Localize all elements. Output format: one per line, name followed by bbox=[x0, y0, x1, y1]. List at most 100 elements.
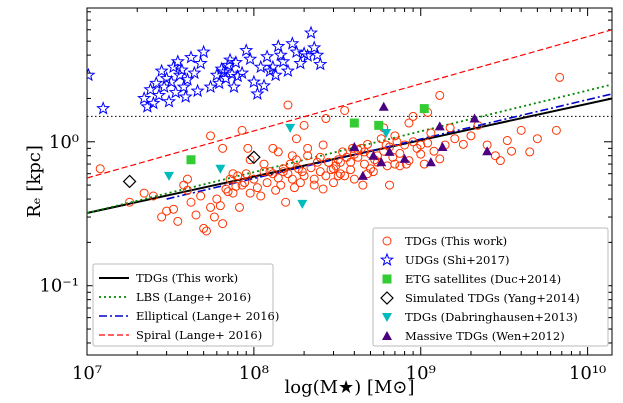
legend-marker bbox=[382, 331, 392, 340]
data-point bbox=[445, 123, 455, 133]
legend-point-label: UDGs (Shi+2017) bbox=[405, 253, 510, 267]
data-point bbox=[157, 212, 167, 222]
data-point bbox=[469, 113, 480, 123]
data-point bbox=[178, 89, 193, 103]
data-point bbox=[223, 52, 238, 66]
data-point bbox=[137, 91, 152, 105]
data-point bbox=[151, 87, 167, 102]
data-point bbox=[215, 164, 226, 174]
data-point bbox=[193, 56, 208, 70]
data-point bbox=[283, 100, 293, 110]
legend-points-box bbox=[372, 227, 609, 347]
data-point bbox=[285, 123, 296, 133]
data-point bbox=[170, 54, 185, 68]
data-point bbox=[259, 167, 269, 177]
data-point bbox=[221, 184, 231, 194]
data-point bbox=[516, 125, 526, 135]
legend-line-label: TDGs (This work) bbox=[136, 271, 238, 285]
data-point bbox=[376, 134, 386, 144]
data-point bbox=[237, 125, 247, 135]
plot-frame bbox=[86, 7, 613, 356]
data-point bbox=[349, 174, 359, 184]
legend-lines-box bbox=[92, 263, 274, 347]
data-point bbox=[164, 74, 179, 89]
data-point bbox=[233, 171, 243, 181]
legend-marker bbox=[382, 274, 392, 284]
data-point bbox=[555, 72, 565, 82]
data-point bbox=[122, 174, 137, 189]
data-point bbox=[228, 169, 238, 179]
data-point bbox=[450, 134, 460, 144]
legend-marker bbox=[380, 291, 394, 305]
data-point bbox=[385, 180, 395, 190]
data-point bbox=[252, 183, 262, 193]
data-point bbox=[191, 210, 201, 220]
data-point bbox=[190, 83, 205, 98]
data-point bbox=[318, 140, 328, 150]
data-point bbox=[96, 101, 111, 115]
legend-line-label: Spiral (Lange+ 2016) bbox=[136, 328, 262, 342]
data-point bbox=[186, 197, 196, 207]
data-point bbox=[340, 105, 350, 115]
data-point bbox=[309, 174, 319, 184]
data-point bbox=[293, 56, 308, 70]
data-point bbox=[368, 167, 378, 177]
data-point bbox=[502, 136, 512, 146]
data-point bbox=[278, 167, 288, 177]
x-tick-label: 10¹⁰ bbox=[569, 363, 606, 384]
data-point bbox=[223, 187, 233, 197]
data-point bbox=[315, 167, 325, 177]
x-tick-label: 10⁷ bbox=[72, 363, 102, 384]
data-point bbox=[346, 165, 356, 175]
data-point bbox=[196, 191, 206, 201]
x-tick-label: 10⁸ bbox=[239, 363, 269, 384]
data-point bbox=[209, 212, 219, 222]
data-point bbox=[196, 44, 211, 59]
data-point bbox=[408, 137, 418, 147]
data-point bbox=[278, 164, 288, 174]
data-point bbox=[276, 180, 286, 190]
data-point bbox=[163, 171, 174, 181]
data-point bbox=[168, 85, 183, 99]
data-point bbox=[289, 44, 304, 59]
data-point bbox=[349, 118, 359, 128]
data-point bbox=[146, 95, 161, 110]
data-point bbox=[260, 49, 275, 63]
data-point bbox=[218, 219, 228, 229]
data-point bbox=[235, 65, 250, 80]
y-tick-label: 10⁻¹ bbox=[39, 276, 79, 297]
data-point bbox=[374, 120, 384, 130]
data-point bbox=[216, 64, 231, 79]
axis-ticks: 10⁷ 10⁸ 10⁹ 10¹⁰ 10⁻¹ 10⁰ bbox=[39, 8, 612, 384]
data-point bbox=[307, 40, 322, 54]
data-point bbox=[390, 131, 400, 141]
data-point bbox=[392, 137, 402, 147]
data-point bbox=[149, 75, 164, 90]
data-point bbox=[359, 147, 369, 157]
data-point bbox=[187, 65, 202, 80]
data-point bbox=[172, 67, 187, 82]
data-point bbox=[262, 178, 272, 188]
legend-lines: TDGs (This work) LBS (Lange+ 2016) Ellipti… bbox=[92, 263, 279, 347]
data-point bbox=[283, 169, 293, 179]
data-point bbox=[435, 154, 445, 164]
legend-point-label: Simulated TDGs (Yang+2014) bbox=[405, 291, 580, 305]
data-point bbox=[395, 161, 405, 171]
data-point bbox=[182, 174, 192, 184]
data-point bbox=[426, 128, 436, 138]
data-point bbox=[166, 59, 181, 74]
data-point bbox=[399, 153, 410, 163]
data-point bbox=[349, 141, 360, 151]
data-point bbox=[490, 151, 500, 161]
data-point bbox=[253, 59, 268, 74]
data-point bbox=[435, 90, 445, 100]
data-point bbox=[212, 75, 227, 90]
data-point bbox=[240, 178, 250, 188]
data-point bbox=[303, 143, 313, 153]
data-point bbox=[206, 131, 216, 141]
legend-points: TDGs (This work) UDGs (Shi+2017) ETG satel… bbox=[372, 227, 609, 347]
data-point bbox=[143, 82, 158, 96]
data-point bbox=[169, 204, 179, 214]
data-point bbox=[358, 180, 368, 190]
data-point bbox=[148, 191, 158, 201]
